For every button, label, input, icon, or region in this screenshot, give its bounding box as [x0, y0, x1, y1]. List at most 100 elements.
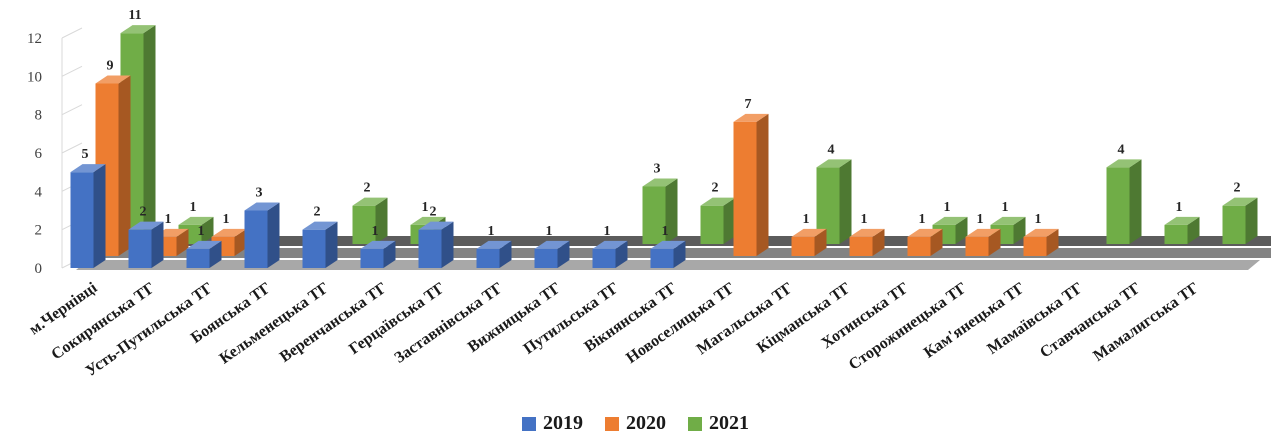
bar-top-face: [907, 228, 943, 237]
bar-side-face: [118, 75, 131, 256]
x-category-label: Веренчанська ТГ: [277, 279, 390, 366]
bar-side-face: [839, 159, 852, 244]
data-label: 1: [662, 224, 669, 239]
bar-front-face: [302, 229, 326, 268]
data-label: 1: [944, 200, 951, 215]
bar-top-face: [816, 159, 852, 168]
legend-swatch-2019: [522, 416, 536, 431]
bar-top-face: [476, 240, 512, 249]
bar-top-face: [410, 216, 446, 225]
data-label: 2: [712, 181, 719, 196]
bar-side-face: [557, 240, 570, 268]
bar-2019-9: [592, 240, 628, 268]
bar-2020-13: [849, 228, 885, 256]
data-label: 2: [314, 205, 321, 220]
y-guide-line: [61, 142, 83, 154]
x-category-label: Герцаївська ТГ: [346, 279, 448, 358]
bar-side-face: [1046, 228, 1059, 256]
bar-2021-17: [1106, 159, 1142, 244]
bar-side-face: [151, 221, 164, 268]
bar-top-face: [592, 240, 628, 249]
bar-front-face: [965, 236, 989, 256]
y-guide-line: [61, 104, 83, 116]
bar-side-face: [209, 240, 222, 268]
bar-front-face: [650, 248, 674, 268]
bar-side-face: [723, 197, 736, 244]
x-category-label: Ставчанська ТГ: [1037, 279, 1144, 361]
y-guide-line: [61, 27, 83, 39]
bar-2021-4: [352, 197, 388, 244]
bar-front-face: [907, 236, 931, 256]
bar-2020-11: [733, 113, 769, 256]
y-guide-line: [61, 65, 83, 77]
bar-2019-10: [650, 240, 686, 268]
floor-2021: [126, 236, 1271, 246]
bar-front-face: [534, 248, 558, 268]
bar-2021-12: [816, 159, 852, 244]
bar-front-face: [244, 210, 268, 268]
bar-front-face: [476, 248, 500, 268]
bar-front-face: [360, 248, 384, 268]
data-label: 1: [977, 212, 984, 227]
data-label: 1: [546, 224, 553, 239]
bar-2019-3: [244, 202, 280, 268]
data-label: 1: [861, 212, 868, 227]
data-label: 7: [745, 97, 752, 112]
bar-side-face: [988, 228, 1001, 256]
bar-top-face: [1023, 228, 1059, 237]
bar-front-face: [849, 236, 873, 256]
bar-2021-9: [642, 178, 678, 244]
bar-2019-0: [70, 164, 106, 268]
data-label: 9: [107, 59, 114, 74]
bar-top-face: [244, 202, 280, 211]
x-category-label: Заставнівська ТГ: [392, 279, 507, 366]
data-label: 2: [140, 205, 147, 220]
bar-side-face: [441, 221, 454, 268]
legend-label-2020: 2020: [626, 412, 666, 434]
bar-top-face: [178, 216, 214, 225]
bar-side-face: [1129, 159, 1142, 244]
bar-2020-16: [1023, 228, 1059, 256]
bar-front-face: [700, 205, 724, 244]
y-tick-label: 6: [35, 146, 43, 162]
y-tick-label: 0: [35, 261, 43, 277]
data-label: 1: [422, 200, 429, 215]
bar-2019-6: [418, 221, 454, 268]
bar-top-face: [360, 240, 396, 249]
bar-top-face: [120, 25, 156, 34]
x-category-label: Мамалигська ТГ: [1090, 279, 1202, 365]
data-label: 3: [256, 186, 263, 201]
bar-side-face: [756, 113, 769, 256]
bar-side-face: [1187, 216, 1200, 244]
bar-side-face: [1245, 197, 1258, 244]
legend: 2019 2020 2021: [0, 412, 1271, 435]
bar-top-face: [849, 228, 885, 237]
bar-2019-2: [186, 240, 222, 268]
bar-top-face: [791, 228, 827, 237]
data-label: 2: [430, 205, 437, 220]
bar-side-face: [325, 221, 338, 268]
legend-swatch-2020: [605, 416, 619, 431]
bar-side-face: [1013, 216, 1026, 244]
bar-2021-18: [1164, 216, 1200, 244]
bar-front-face: [128, 229, 152, 268]
data-label: 2: [1234, 181, 1241, 196]
bar-side-face: [930, 228, 943, 256]
y-tick-label: 4: [35, 184, 43, 200]
bar-top-face: [211, 228, 247, 237]
bar-top-face: [302, 221, 338, 230]
legend-item-2020: 2020: [605, 412, 666, 435]
bar-2020-12: [791, 228, 827, 256]
x-category-label: Магальська ТГ: [694, 279, 797, 358]
x-category-label: Мамаївська ТГ: [984, 279, 1086, 357]
data-label: 1: [190, 200, 197, 215]
bar-side-face: [665, 178, 678, 244]
x-category-label: Кельменецька ТГ: [217, 279, 333, 367]
legend-swatch-2021: [688, 416, 702, 431]
bar-top-face: [642, 178, 678, 187]
data-label: 1: [919, 212, 926, 227]
data-label: 5: [82, 147, 89, 162]
data-label: 1: [803, 212, 810, 227]
bar-2020-15: [965, 228, 1001, 256]
